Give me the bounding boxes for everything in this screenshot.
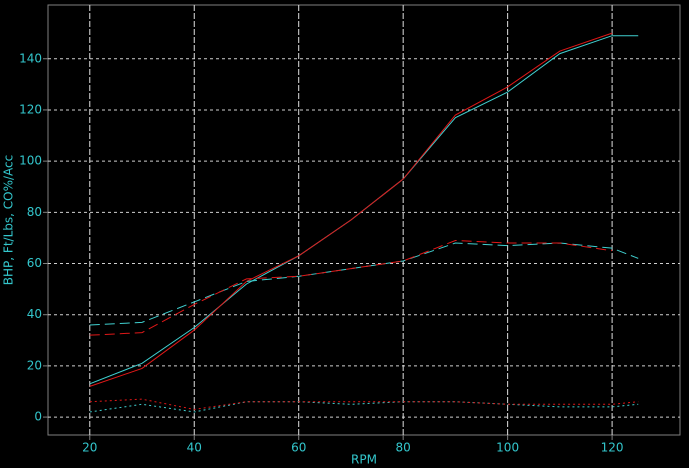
y-tick-label: 0 xyxy=(34,410,42,424)
data-line xyxy=(89,401,639,413)
x-tick-label: 80 xyxy=(396,441,411,455)
y-tick-label: 40 xyxy=(27,307,42,321)
y-tick-label: 20 xyxy=(27,358,42,372)
y-tick-label: 80 xyxy=(27,205,42,219)
y-tick-label: 100 xyxy=(19,154,42,168)
x-axis-label: RPM xyxy=(351,453,377,467)
x-tick-label: 20 xyxy=(82,441,97,455)
y-tick-label: 140 xyxy=(19,51,42,65)
y-tick-label: 60 xyxy=(27,256,42,270)
plot-frame xyxy=(47,4,681,436)
data-line xyxy=(89,242,639,326)
x-tick-label: 100 xyxy=(496,441,519,455)
x-tick-label: 60 xyxy=(291,441,306,455)
data-line xyxy=(89,239,613,336)
data-line xyxy=(89,398,639,410)
y-tick-label: 120 xyxy=(19,102,42,116)
x-tick-label: 120 xyxy=(601,441,624,455)
x-tick-label: 40 xyxy=(187,441,202,455)
y-axis-label: BHP, Ft/Lbs, CO%/Acc xyxy=(2,155,16,285)
data-line xyxy=(89,32,613,387)
